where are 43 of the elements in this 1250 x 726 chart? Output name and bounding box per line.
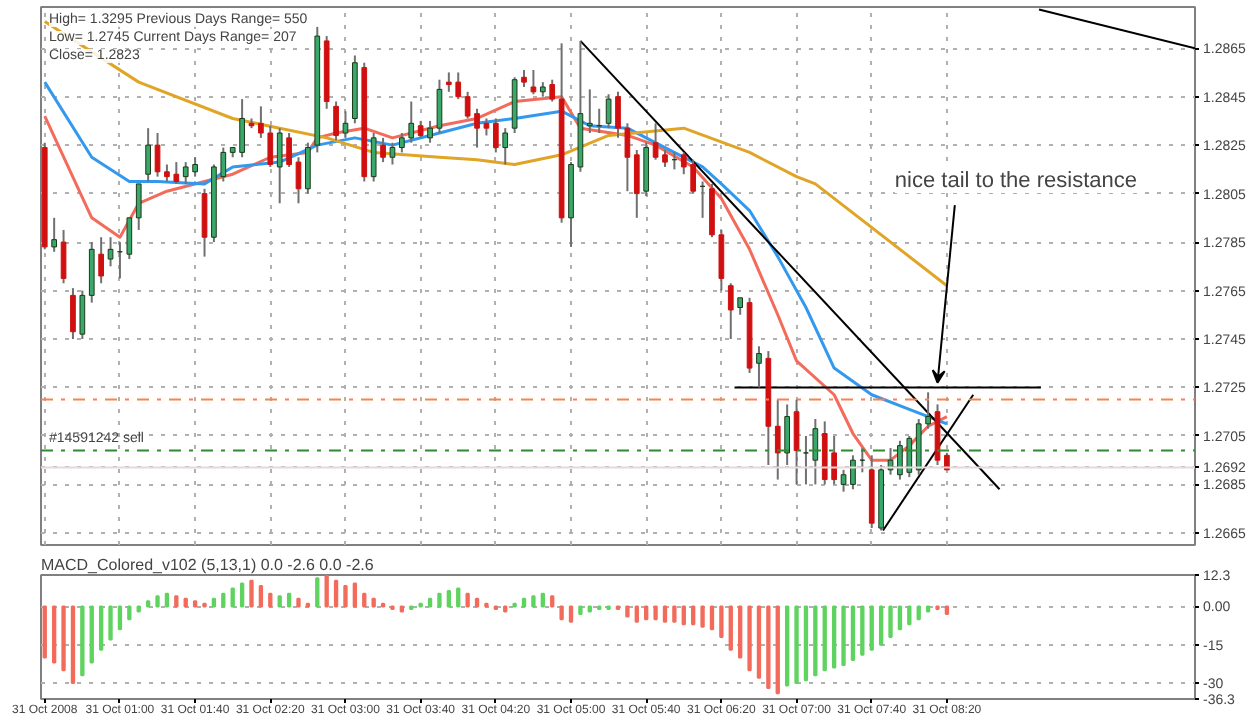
candlestick xyxy=(88,241,95,304)
candlestick xyxy=(502,127,509,166)
candlestick xyxy=(107,236,114,268)
candlestick xyxy=(98,236,104,285)
candlestick xyxy=(756,345,762,389)
chart-title: MACD_Colored_v102 (5,13,1) 0.0 -2.6 0.0 -2.6 xyxy=(41,556,375,574)
candlestick xyxy=(718,228,725,292)
candlestick xyxy=(135,182,142,231)
annotation: nice tail to the resistance xyxy=(894,169,1137,194)
candlestick xyxy=(812,417,819,486)
candlestick xyxy=(605,93,612,130)
candlestick xyxy=(267,124,274,168)
candlestick xyxy=(643,141,650,198)
candlestick xyxy=(70,287,76,341)
candlestick xyxy=(774,398,781,481)
candlestick xyxy=(60,228,67,285)
candlestick xyxy=(427,119,433,144)
candlestick xyxy=(333,100,339,142)
candlestick xyxy=(530,69,537,96)
candlestick xyxy=(276,127,283,205)
candlestick xyxy=(436,78,443,135)
candlestick xyxy=(389,141,396,166)
candlestick xyxy=(492,117,499,154)
candlestick xyxy=(709,182,715,239)
candlestick xyxy=(784,403,790,467)
candlestick xyxy=(727,282,734,341)
candlestick xyxy=(793,398,800,486)
candlestick xyxy=(549,78,556,103)
candlestick xyxy=(126,216,133,261)
candlestick xyxy=(51,216,58,253)
candlestick xyxy=(399,132,405,154)
candlestick xyxy=(370,132,377,183)
candlestick xyxy=(586,88,593,135)
candlestick xyxy=(925,391,931,430)
candlestick xyxy=(305,141,311,195)
candlestick xyxy=(633,148,640,219)
candlestick xyxy=(145,127,151,183)
candlestick xyxy=(915,417,922,476)
candlestick xyxy=(408,100,415,144)
candlestick xyxy=(342,110,349,139)
candlestick xyxy=(380,136,386,164)
candlestick xyxy=(201,187,208,258)
candlestick xyxy=(79,289,86,341)
